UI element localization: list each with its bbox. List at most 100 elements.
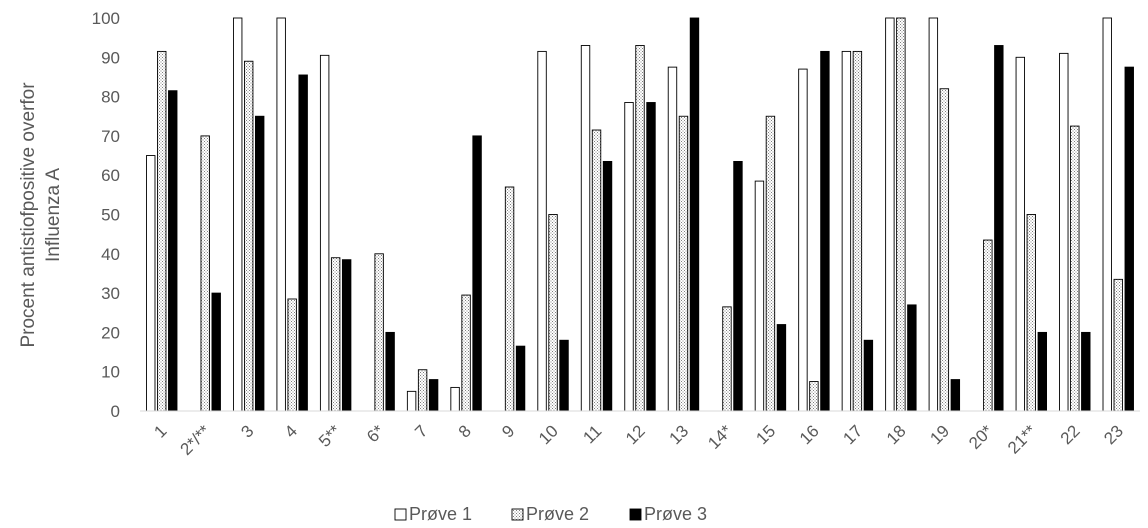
bar-pr-ve-2-3 <box>243 60 254 412</box>
y-axis-title: Procent antistiofpositive overfor Influen… <box>18 82 64 348</box>
bar-pr-ve-2-14 <box>722 306 732 412</box>
bar-pr-ve-2-2 <box>200 135 210 412</box>
x-tick-label: 19 <box>926 421 953 448</box>
x-tick-labels: 1 2*/** 3 4 5** 6* 7 8 9 10 11 12 13 14* 15 16 17 18 19 20*… <box>150 421 1127 459</box>
bar-pr-ve-1-11 <box>580 45 591 412</box>
bar-pr-ve-1-1 <box>146 155 156 412</box>
bar-pr-ve-1-4 <box>276 17 286 412</box>
bar-pr-ve-3-9 <box>515 345 526 412</box>
bar-pr-ve-1-7 <box>406 390 417 412</box>
legend-swatch <box>511 508 524 521</box>
bar-pr-ve-1-15 <box>754 180 765 412</box>
bar-pr-ve-1-10 <box>537 50 547 412</box>
x-tick-label: 18 <box>883 421 910 448</box>
y-tick-labels: 0 10 20 30 40 50 60 70 80 90 100 <box>92 9 120 421</box>
bar-pr-ve-3-17 <box>863 339 874 412</box>
bar-pr-ve-1-13 <box>667 66 678 412</box>
x-tick-label: 2*/** <box>177 421 215 459</box>
bar-pr-ve-3-6 <box>385 331 395 412</box>
bar-pr-ve-2-4 <box>287 298 297 412</box>
bar-pr-ve-3-22 <box>1081 331 1091 412</box>
x-tick-label: 9 <box>498 421 518 441</box>
x-tick-label: 16 <box>796 421 823 448</box>
legend-swatch <box>394 508 407 521</box>
bar-pr-ve-3-3 <box>254 115 265 412</box>
legend-label: Prøve 2 <box>526 504 589 524</box>
bar-pr-ve-3-14 <box>733 160 743 412</box>
bar-pr-ve-2-11 <box>591 129 602 412</box>
x-tick-label: 20* <box>965 421 997 453</box>
bar-pr-ve-1-23 <box>1102 17 1112 412</box>
bar-pr-ve-2-1 <box>157 50 167 412</box>
bar-pr-ve-1-12 <box>624 102 634 412</box>
bar-pr-ve-3-2 <box>211 292 221 412</box>
bar-pr-ve-2-18 <box>896 17 906 412</box>
bar-pr-ve-1-5 <box>319 54 330 412</box>
legend: Prøve 1 Prøve 2 Prøve 3 <box>394 504 707 524</box>
bar-pr-ve-2-6 <box>374 253 384 412</box>
bar-pr-ve-3-18 <box>907 304 917 412</box>
x-tick-label: 15 <box>752 421 779 448</box>
bar-pr-ve-3-15 <box>776 324 787 412</box>
bar-pr-ve-3-4 <box>298 74 308 412</box>
bar-pr-ve-2-7 <box>417 369 428 412</box>
y-tick-label: 60 <box>101 166 120 185</box>
bar-pr-ve-2-17 <box>852 50 863 412</box>
y-tick-label: 0 <box>111 402 120 421</box>
legend-swatch <box>629 508 642 521</box>
y-tick-label: 40 <box>101 245 120 264</box>
x-tick-label: 22 <box>1057 421 1084 448</box>
bar-pr-ve-3-20 <box>994 45 1004 412</box>
x-tick-label: 14* <box>704 421 736 453</box>
bar-pr-ve-3-19 <box>950 379 961 412</box>
y-tick-label: 100 <box>92 9 120 28</box>
bar-pr-ve-3-8 <box>472 135 482 412</box>
bar-pr-ve-2-5 <box>330 257 341 412</box>
y-tick-label: 30 <box>101 284 120 303</box>
bar-pr-ve-2-20 <box>983 239 993 412</box>
bar-pr-ve-3-13 <box>689 17 700 412</box>
x-tick-label: 7 <box>411 421 431 441</box>
y-tick-label: 20 <box>101 323 120 342</box>
bar-pr-ve-1-18 <box>885 17 895 412</box>
y-tick-label: 50 <box>101 206 120 225</box>
y-tick-label: 10 <box>101 363 120 382</box>
bar-pr-ve-2-15 <box>765 115 776 412</box>
x-tick-label: 6* <box>363 421 388 446</box>
bar-pr-ve-3-10 <box>559 339 569 412</box>
x-tick-label: 3 <box>237 421 257 441</box>
y-axis-title-line: Procent antistiofpositive overfor <box>18 82 39 348</box>
x-tick-label: 10 <box>535 421 562 448</box>
x-tick-label: 11 <box>579 421 605 447</box>
x-tick-label: 23 <box>1100 421 1127 448</box>
y-axis-title-line: Influenza A <box>43 168 64 262</box>
bar-pr-ve-2-22 <box>1070 125 1080 412</box>
bar-pr-ve-2-8 <box>461 294 471 412</box>
bar-pr-ve-2-23 <box>1113 278 1123 412</box>
y-tick-label: 70 <box>101 127 120 146</box>
bar-pr-ve-2-12 <box>635 45 645 412</box>
bar-pr-ve-2-10 <box>548 214 558 412</box>
bars <box>146 17 1134 412</box>
x-tick-label: 13 <box>665 421 692 448</box>
bar-pr-ve-3-11 <box>602 160 613 412</box>
bar-pr-ve-3-21 <box>1037 331 1048 412</box>
bar-pr-ve-2-16 <box>809 381 819 412</box>
x-tick-label: 4 <box>281 421 301 441</box>
bar-pr-ve-1-19 <box>928 17 939 412</box>
bar-pr-ve-2-21 <box>1026 214 1037 412</box>
x-tick-label: 17 <box>839 421 866 448</box>
x-tick-label: 21** <box>1004 421 1040 457</box>
bar-pr-ve-1-3 <box>232 17 243 412</box>
bar-pr-ve-3-7 <box>428 379 439 412</box>
bar-pr-ve-2-9 <box>504 186 515 412</box>
bar-pr-ve-2-19 <box>939 88 950 412</box>
x-tick-label: 5** <box>315 421 345 451</box>
legend-label: Prøve 1 <box>409 504 472 524</box>
legend-label: Prøve 3 <box>644 504 707 524</box>
x-tick-label: 1 <box>150 421 170 441</box>
bar-pr-ve-1-17 <box>841 50 852 412</box>
bar-pr-ve-3-16 <box>820 50 830 412</box>
y-tick-label: 80 <box>101 88 120 107</box>
